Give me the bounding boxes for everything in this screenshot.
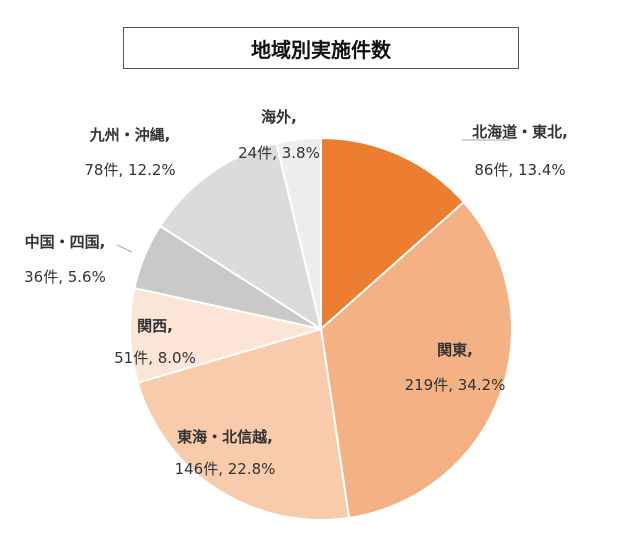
- slice-name-label: 北海道・東北,: [472, 123, 568, 141]
- slice-value-label: 146件, 22.8%: [175, 460, 276, 478]
- slice-name-label: 関西,: [137, 317, 173, 335]
- slice-name-label: 中国・四国,: [25, 233, 106, 251]
- slice-name-label: 海外,: [261, 108, 297, 126]
- pie-slice: [319, 200, 513, 520]
- pie-slice: [320, 136, 466, 332]
- slice-name-label: 九州・沖縄,: [89, 126, 171, 144]
- leader-line: [116, 244, 133, 253]
- slice-name-label: 東海・北信越,: [177, 428, 273, 446]
- slice-value-label: 78件, 12.2%: [84, 161, 175, 179]
- pie-slice: [136, 327, 351, 521]
- pie-slice: [129, 286, 322, 384]
- chart-title: 地域別実施件数: [123, 27, 519, 69]
- slice-value-label: 51件, 8.0%: [114, 349, 196, 367]
- slice-name-label: 関東,: [437, 341, 473, 359]
- pie-slice: [158, 142, 323, 332]
- slice-value-label: 36件, 5.6%: [24, 268, 106, 286]
- pie-slice: [275, 136, 322, 330]
- slice-value-label: 86件, 13.4%: [474, 161, 565, 179]
- slice-value-label: 24件, 3.8%: [238, 144, 320, 162]
- slice-value-label: 219件, 34.2%: [405, 376, 506, 394]
